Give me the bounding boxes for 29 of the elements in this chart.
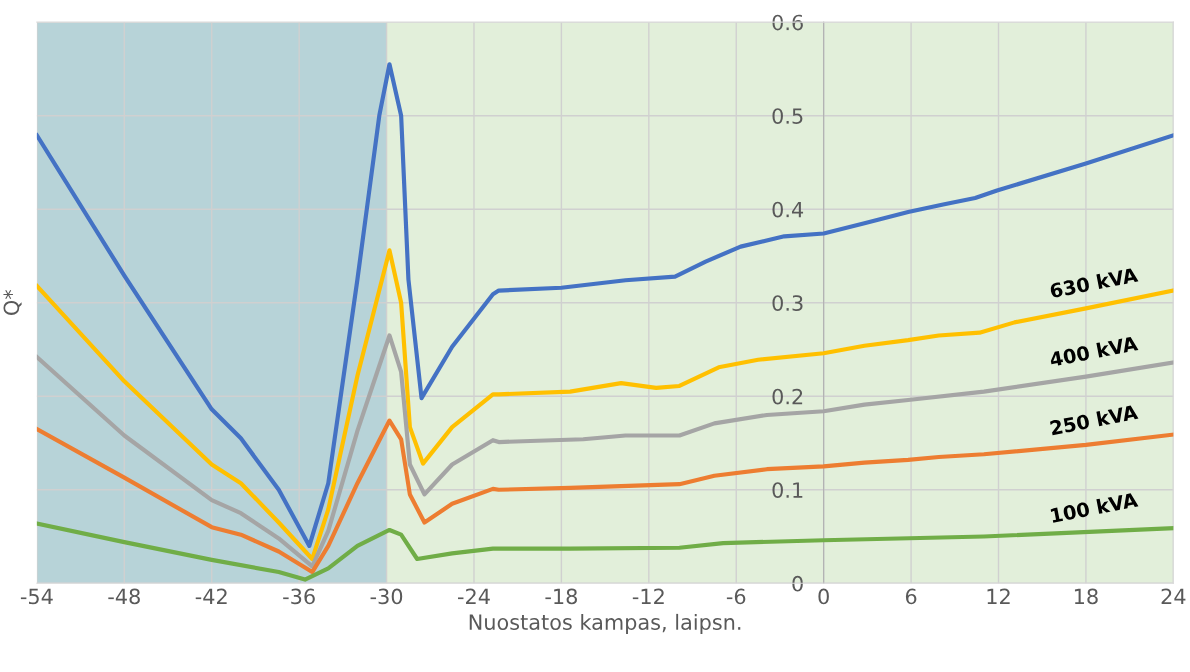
text: 250 kVA (1049, 404, 1139, 436)
x-tick-label: -30 (370, 588, 403, 605)
x-tick-label: -24 (457, 588, 490, 604)
x-tick-label: -6 (726, 588, 746, 605)
line-series (36, 248, 1174, 562)
x-tick-label: -36 (283, 588, 315, 605)
y-tick-label: 0.3 (772, 295, 803, 311)
text: 100 kVA (1050, 491, 1139, 524)
line-series (36, 62, 1174, 548)
x-tick-label: 6 (905, 588, 917, 605)
y-tick-label: 0.6 (772, 14, 803, 31)
x-tick-label: 24 (1161, 588, 1186, 604)
x-tick-label: -42 (195, 588, 227, 604)
text: 630 kVA (1049, 266, 1139, 299)
x-tick-label: -54 (20, 588, 53, 605)
y-tick-label: 0.1 (772, 482, 803, 498)
x-tick-label: 12 (987, 588, 1010, 604)
x-tick-label: -48 (108, 588, 140, 605)
y-tick-label: 0.4 (772, 201, 804, 218)
y-tick-label: 0.5 (772, 108, 803, 124)
text: 400 kVA (1049, 335, 1139, 367)
x-tick-label: 0 (818, 588, 829, 605)
x-tick-label: -12 (632, 588, 664, 604)
y-tick-label: 0.2 (772, 388, 803, 405)
y-tick-label: 0 (792, 575, 803, 592)
y-axis-title: Q* (3, 289, 22, 315)
x-tick-label: 18 (1074, 588, 1098, 605)
x-tick-label: -18 (545, 588, 577, 605)
x-axis-title: Nuostatos kampas, laipsn. (469, 613, 741, 635)
